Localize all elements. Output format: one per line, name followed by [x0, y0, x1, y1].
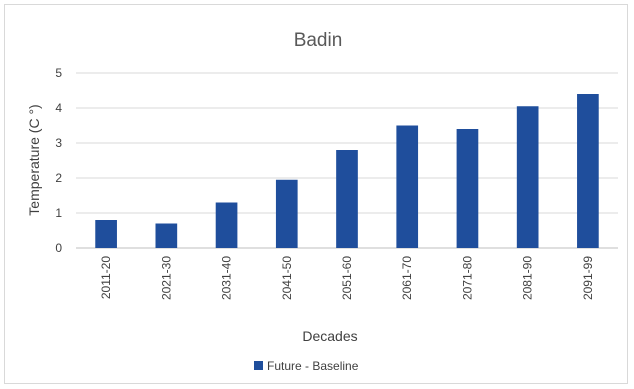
- bar-2071-80: [456, 129, 479, 248]
- bar-2091-99: [577, 94, 599, 248]
- bar-2011-20: [95, 220, 117, 248]
- x-tick-label: 2011-20: [99, 256, 113, 299]
- x-tick-label: 2091-99: [581, 256, 595, 300]
- y-tick-label: 3: [55, 136, 62, 150]
- bar-2051-60: [336, 150, 358, 248]
- x-tick-label: 2081-90: [521, 256, 535, 300]
- x-tick-labels: 2011-20 2021-30 2031-40 2041-50 2051-60 2061-…: [99, 256, 595, 300]
- y-axis-title: Temperature (C °): [26, 104, 42, 215]
- bar-2021-30: [155, 223, 178, 248]
- y-tick-label: 0: [55, 241, 62, 255]
- y-tick-labels: 0 1 2 3 4 5: [55, 66, 62, 255]
- x-tick-label: 2021-30: [159, 256, 173, 300]
- bar-2031-40: [215, 202, 238, 248]
- legend-swatch: [254, 361, 263, 370]
- x-tick-label: 2051-60: [340, 256, 354, 300]
- x-axis-title: Decades: [302, 328, 357, 344]
- bars: [95, 94, 599, 248]
- x-tick-label: 2041-50: [280, 256, 294, 300]
- y-tick-label: 5: [55, 66, 62, 80]
- bar-2081-90: [516, 106, 539, 248]
- y-tick-label: 1: [55, 206, 62, 220]
- y-tick-label: 2: [55, 171, 62, 185]
- legend-label: Future - Baseline: [267, 359, 359, 373]
- legend: Future - Baseline: [254, 359, 359, 373]
- bar-2041-50: [275, 179, 298, 248]
- y-tick-label: 4: [55, 101, 62, 115]
- x-tick-label: 2061-70: [400, 256, 414, 300]
- x-tick-label: 2071-80: [460, 256, 474, 300]
- bar-2061-70: [396, 125, 419, 248]
- chart-title: Badin: [294, 30, 343, 51]
- x-tick-label: 2031-40: [220, 256, 234, 300]
